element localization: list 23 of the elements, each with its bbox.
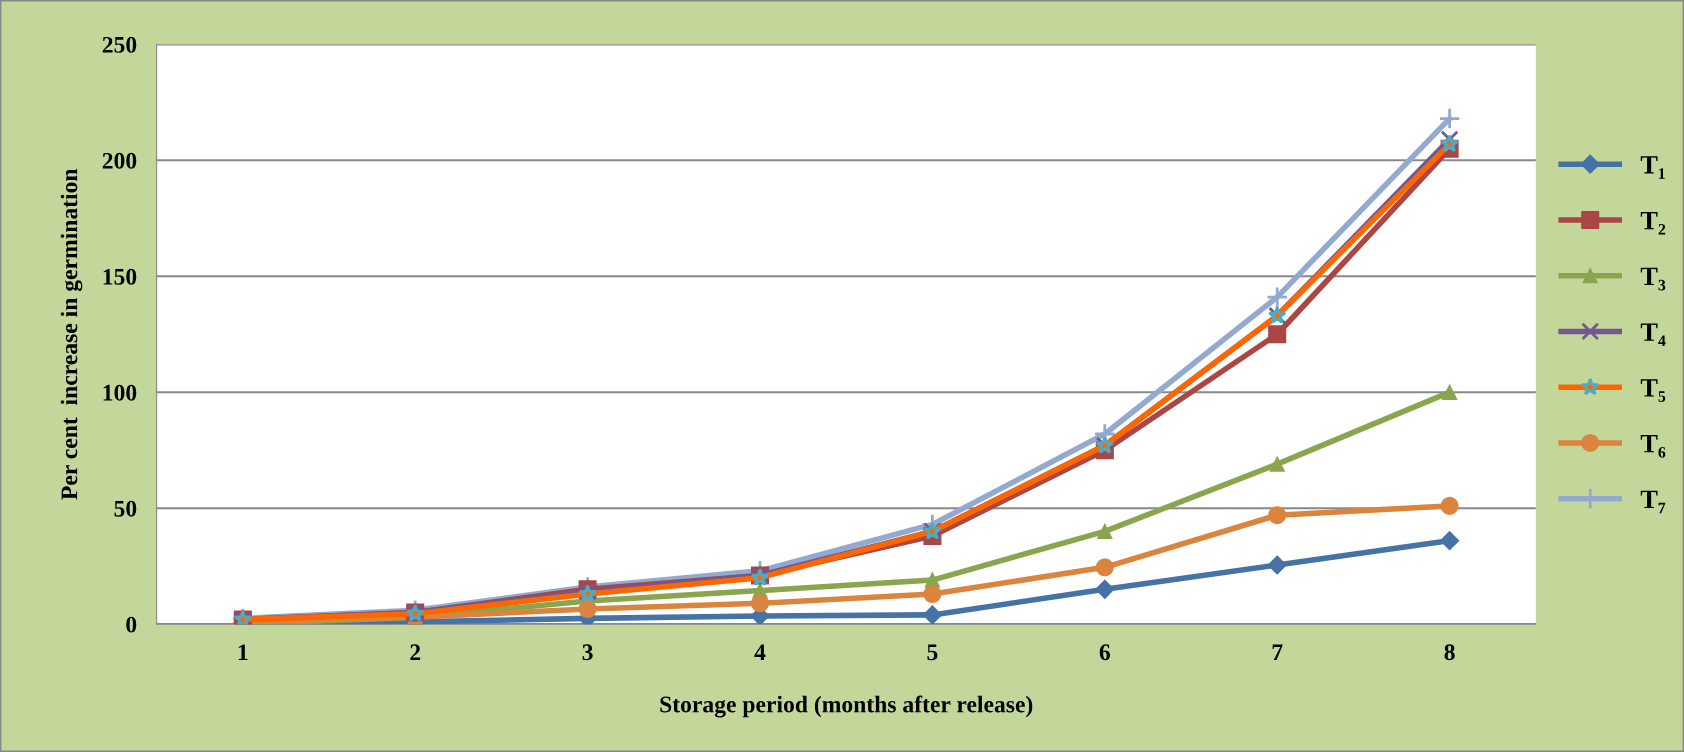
- x-tick-label: 1: [238, 644, 248, 660]
- y-tick-label: 0: [126, 616, 137, 633]
- legend-label: T₂: [1640, 211, 1666, 235]
- x-tick-label: 7: [1272, 644, 1283, 660]
- legend-label: T₆: [1640, 434, 1666, 458]
- x-axis-title: Storage period (months after release): [660, 695, 1033, 718]
- legend-label: T₁: [1640, 156, 1665, 179]
- y-tick-label: 150: [103, 268, 137, 285]
- legend-label: T₇: [1640, 490, 1666, 514]
- y-tick-label: 200: [102, 152, 137, 169]
- x-tick-label: 8: [1444, 644, 1455, 661]
- legend-label: T₅: [1640, 379, 1666, 402]
- y-tick-label: 100: [103, 384, 137, 401]
- legend-label: T₄: [1640, 323, 1666, 346]
- legend-label: T₃: [1640, 267, 1666, 291]
- x-tick-label: 3: [582, 644, 593, 661]
- y-tick-label: 50: [114, 500, 137, 517]
- x-tick-label: 2: [410, 644, 421, 660]
- x-tick-label: 6: [1099, 644, 1111, 661]
- y-tick-label: 250: [102, 36, 137, 53]
- x-tick-label: 5: [927, 644, 938, 661]
- y-axis-title: Per cent increase in germination: [60, 168, 83, 500]
- x-tick-label: 4: [754, 644, 766, 660]
